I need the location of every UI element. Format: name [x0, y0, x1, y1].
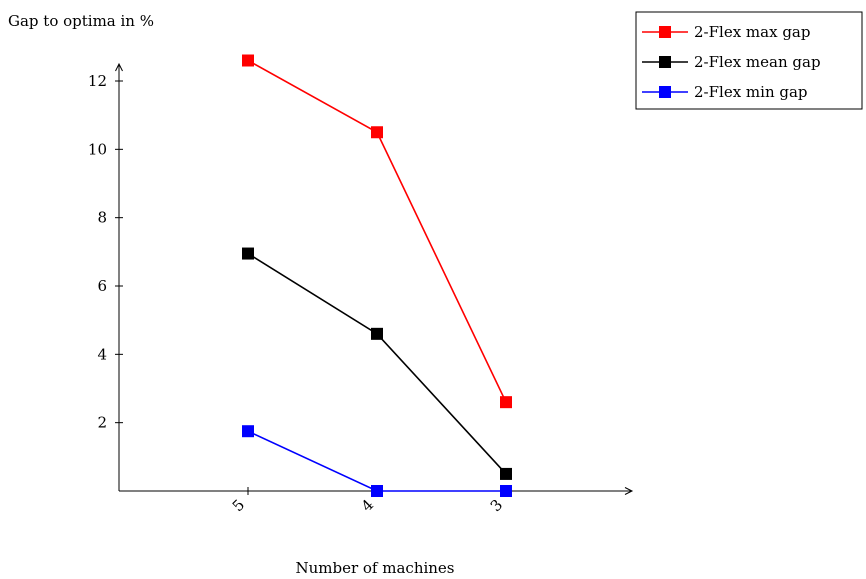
- data-point: [242, 54, 254, 67]
- legend-label-2: 2-Flex mean gap: [694, 53, 821, 71]
- data-point: [500, 467, 512, 480]
- series-line-2: [247, 252, 507, 475]
- legend-marker-3: [659, 86, 671, 98]
- data-point: [371, 126, 383, 139]
- legend-label-3: 2-Flex min gap: [694, 83, 808, 101]
- y-tick-label: 8: [97, 209, 107, 227]
- y-tick-label: 2: [97, 414, 107, 432]
- x-axis-title: Number of machines: [295, 559, 454, 577]
- data-point: [371, 327, 383, 340]
- legend-marker-2: [659, 56, 671, 68]
- y-axis-arrow: [115, 62, 123, 72]
- data-point: [242, 425, 254, 438]
- x-axis-arrow: [624, 487, 634, 495]
- legend-label-1: 2-Flex max gap: [694, 23, 810, 41]
- y-tick-label: 6: [97, 277, 107, 295]
- data-point: [500, 485, 512, 497]
- y-tick-label: 12: [88, 72, 107, 90]
- data-point: [500, 396, 512, 409]
- series-line-1: [247, 59, 507, 403]
- series-layer: [242, 54, 512, 497]
- legend-box: [635, 11, 863, 110]
- x-tick-label: 5: [229, 496, 248, 515]
- series-line-3: [247, 430, 506, 492]
- axes: 2 4 6 8 10 12 5 4 3: [88, 62, 634, 515]
- legend-marker-1: [659, 26, 671, 38]
- data-point: [242, 247, 254, 260]
- y-tick-label: 4: [97, 345, 107, 363]
- x-tick-label: 4: [358, 496, 377, 515]
- legend: 2-Flex max gap 2-Flex mean gap 2-Flex min …: [635, 11, 863, 110]
- x-tick-label: 3: [487, 496, 506, 515]
- data-point: [371, 485, 383, 497]
- y-tick-label: 10: [88, 140, 107, 158]
- y-axis-title: Gap to optima in %: [8, 12, 154, 30]
